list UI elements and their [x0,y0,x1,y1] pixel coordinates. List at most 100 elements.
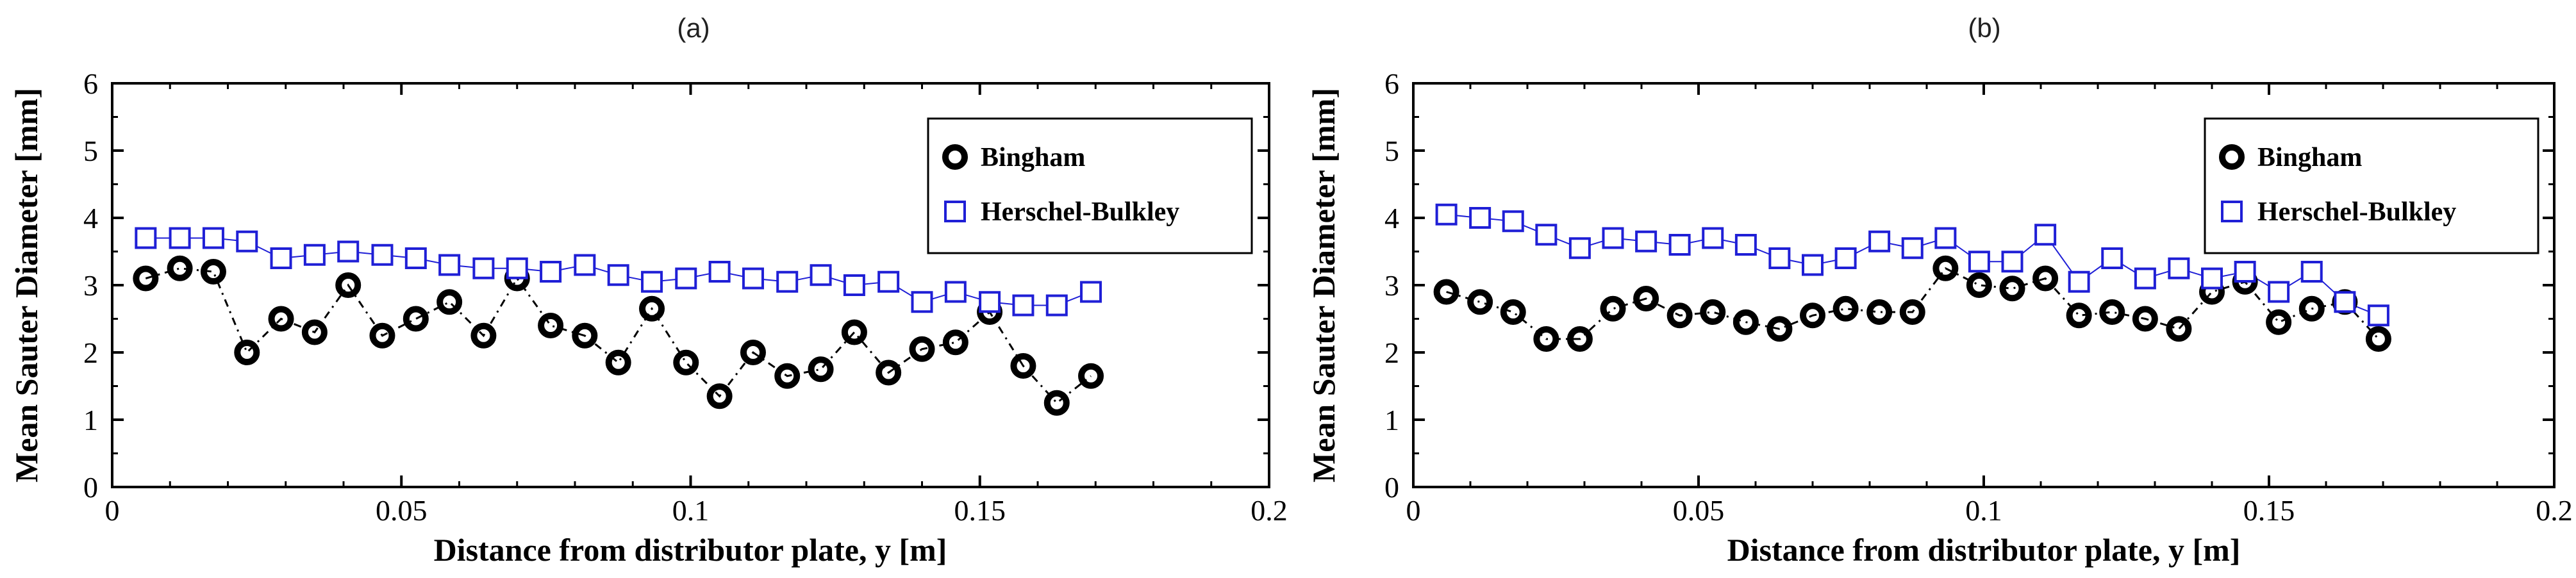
point-bingham [1899,299,1925,325]
x-tick-label: 0.05 [1673,494,1725,527]
x-tick-label: 0.2 [2536,494,2573,527]
point-bingham [1500,299,1526,325]
y-tick-label: 1 [1384,404,1399,436]
y-tick-label: 2 [83,336,98,369]
y-tick-label: 6 [1384,67,1399,100]
axis-ticks: 0 0.05 0.1 0.15 0.2 0 1 2 3 4 5 6 [1384,67,2573,527]
y-tick-label: 4 [83,202,98,235]
axis-ticks: 0 0.05 0.1 0.15 0.2 0 1 2 3 4 5 6 [83,67,1288,527]
series-markers [133,227,1104,416]
point-bingham [1043,390,1070,416]
point-herschel-bulkley [2134,267,2156,290]
point-bingham [2099,299,2125,325]
point-bingham [369,322,395,349]
y-axis-label: Mean Sauter Diameter [mm] [8,88,44,483]
point-herschel-bulkley [810,264,832,286]
legend-box [2204,117,2539,254]
point-bingham [2298,295,2325,322]
panel-a: (a) 0 0.05 0.1 0.15 0.2 0 1 2 3 4 5 6 Distance from… [8,13,1288,568]
point-herschel-bulkley [270,247,292,269]
point-herschel-bulkley [303,244,326,266]
point-bingham [909,336,935,362]
point-bingham [133,265,159,292]
x-tick-label: 0 [105,494,120,527]
point-herschel-bulkley [1469,207,1492,229]
point-herschel-bulkley [236,230,258,252]
point-bingham [1010,353,1036,379]
point-herschel-bulkley [1080,281,1102,303]
point-herschel-bulkley [1802,254,1824,276]
point-bingham [1932,255,1959,281]
legend-marker-bingham [2219,144,2245,170]
point-bingham [1800,302,1825,329]
point-herschel-bulkley [2334,291,2356,313]
point-bingham [1866,299,1893,325]
point-herschel-bulkley [2001,251,2023,273]
point-herschel-bulkley [371,244,394,266]
point-bingham [1832,295,1859,322]
y-tick-label: 5 [83,135,98,167]
point-herschel-bulkley [776,270,799,293]
point-bingham [841,319,867,345]
point-bingham [1467,289,1493,315]
y-tick-label: 6 [83,67,98,100]
point-bingham [808,356,834,383]
point-herschel-bulkley [1734,234,1757,256]
point-bingham [234,340,260,365]
point-herschel-bulkley [1012,294,1035,317]
point-bingham [268,306,294,332]
point-herschel-bulkley [1435,203,1458,226]
point-herschel-bulkley [708,261,731,283]
y-tick-label: 0 [1384,471,1399,504]
point-bingham [301,319,328,345]
panel-title: (a) [677,13,710,43]
y-tick-label: 2 [1384,336,1399,369]
point-bingham [403,306,429,332]
point-herschel-bulkley [540,261,562,283]
point-bingham [1766,316,1793,342]
y-tick-label: 1 [83,404,98,436]
point-herschel-bulkley [2268,281,2290,303]
legend-marker-herschel-bulkley [2221,201,2243,222]
point-bingham [335,272,361,298]
point-bingham [876,359,902,386]
point-herschel-bulkley [1535,224,1558,246]
point-herschel-bulkley [169,227,191,249]
point-herschel-bulkley [1968,251,1990,273]
point-bingham [2365,326,2391,352]
point-herschel-bulkley [1901,237,1924,260]
legend-label-bingham: Bingham [981,143,1085,172]
point-herschel-bulkley [607,264,629,286]
legend-label-herschel-bulkley: Herschel-Bulkley [2257,197,2456,227]
legend: Bingham Herschel-Bulkley [927,117,1253,254]
point-bingham [1078,363,1104,389]
x-axis-label: Distance from distributor plate, y [m] [434,532,947,568]
point-bingham [673,349,699,376]
point-herschel-bulkley [2234,261,2256,283]
point-herschel-bulkley [574,254,596,276]
point-herschel-bulkley [1702,227,1724,249]
point-herschel-bulkley [742,267,764,290]
point-bingham [740,340,766,365]
point-herschel-bulkley [675,267,697,290]
legend: Bingham Herschel-Bulkley [2204,117,2539,254]
point-bingham [2166,316,2192,342]
point-herschel-bulkley [1568,237,1591,260]
point-herschel-bulkley [843,274,865,296]
point-herschel-bulkley [641,270,663,293]
point-herschel-bulkley [1768,247,1791,269]
point-herschel-bulkley [404,247,427,269]
point-herschel-bulkley [2367,304,2389,327]
point-herschel-bulkley [337,240,360,263]
point-herschel-bulkley [1502,210,1524,233]
x-tick-label: 0.15 [954,494,1006,527]
point-bingham [1666,302,1693,329]
point-bingham [639,295,665,322]
y-tick-label: 0 [83,471,98,504]
point-bingham [1999,276,2025,302]
y-tick-label: 4 [1384,202,1399,235]
point-bingham [1600,295,1626,322]
point-herschel-bulkley [1045,294,1068,317]
point-bingham [1566,326,1593,352]
